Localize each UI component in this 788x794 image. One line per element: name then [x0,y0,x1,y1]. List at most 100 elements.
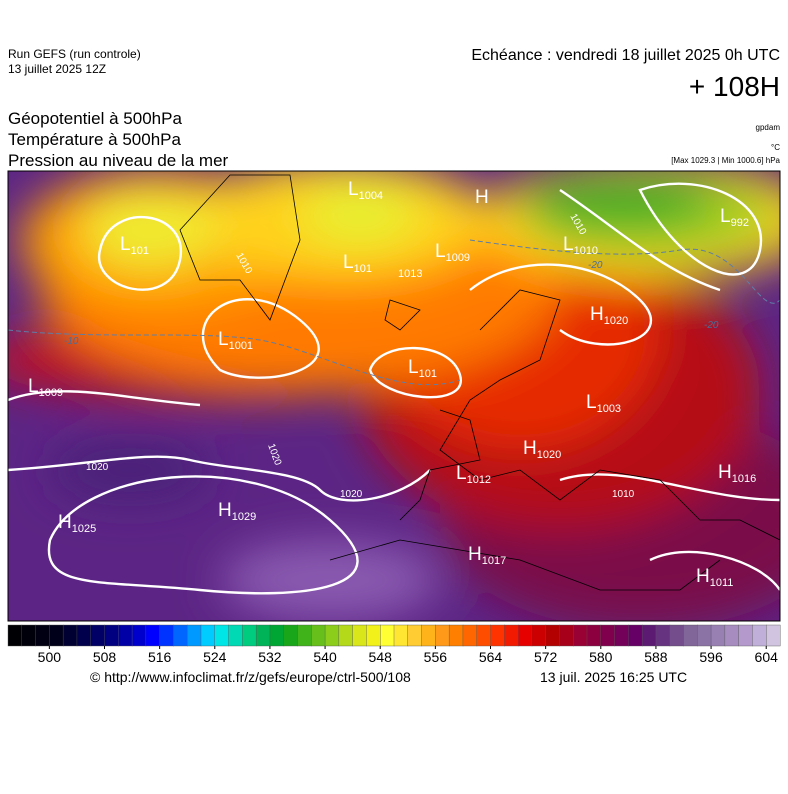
title-line: Pression au niveau de la mer [8,151,229,170]
colorbar-swatch [173,624,188,647]
colorbar-swatch [559,624,574,647]
center-value: 1029 [232,511,256,523]
colorbar-swatch [669,624,685,647]
pressure-center: H1020 [523,438,561,461]
pressure-center: L101 [408,357,437,380]
colorbar-swatch [697,624,712,647]
title-line: Géopotentiel à 500hPa [8,109,182,128]
center-letter: H [718,462,732,483]
center-letter: H [696,566,710,587]
map-frame [7,170,781,622]
pressure-center: H1011 [696,566,733,589]
pressure-center: L1010 [563,234,598,257]
pressure-center: H1020 [590,304,628,327]
isotherm-label: -10 [64,336,79,347]
colorbar-swatch [683,624,698,647]
center-value: 101 [419,368,437,380]
center-letter: H [590,304,604,325]
colorbar-swatch [255,624,271,647]
colorbar-swatch [600,624,616,647]
center-letter: L [120,234,131,255]
center-letter: L [408,357,419,378]
pressure-center: L1004 [348,179,383,202]
colorbar-swatch [283,624,299,647]
colorbar-swatch [545,624,560,647]
center-letter: L [435,241,446,262]
center-value: 101 [354,263,372,275]
unit-temp: °C [771,143,780,152]
center-letter: L [348,179,359,200]
colorbar-swatch [242,624,257,647]
colorbar-swatch [490,624,505,647]
source-url[interactable]: © http://www.infoclimat.fr/z/gefs/europe… [90,669,411,685]
colorbar-swatch [738,624,753,647]
isobar-label: 1020 [86,462,109,473]
colorbar-swatch [766,624,781,647]
colorbar-swatch [421,624,436,647]
title-line: Température à 500hPa [8,130,181,149]
isobar-label: 1010 [612,489,635,500]
colorbar: 500 508 516 524 532 540 548 556 564 572 580 588 596 6… [7,624,781,665]
colorbar-swatch [628,624,643,647]
colorbar-tick-label: 500 [38,649,62,665]
center-value: 1013 [398,268,422,280]
pressure-center: H [475,187,489,208]
colorbar-swatch [324,624,340,647]
colorbar-swatch [586,624,602,647]
run-date: 13 juillet 2025 12Z [8,62,106,76]
isotherm-label: -20 [588,260,603,271]
center-letter: L [28,376,39,397]
run-label: Run GEFS (run controle) [8,47,141,61]
colorbar-swatch [380,624,395,647]
pressure-center: H1025 [58,512,96,535]
center-letter: L [456,463,467,484]
center-value: 1025 [72,523,96,535]
colorbar-swatch [655,624,671,647]
center-value: 1020 [604,315,628,327]
colorbar-swatch [214,624,230,647]
colorbar-swatch [393,624,409,647]
map-field [8,171,780,621]
colorbar-swatch [338,624,354,647]
colorbar-swatch [76,624,92,647]
pressure-center: L1001 [218,329,253,352]
colorbar-tick-label: 604 [755,649,779,665]
colorbar-tick-label: 588 [644,649,668,665]
colorbar-tick-label: 524 [203,649,227,665]
isotherms [8,239,780,386]
unit-geo: gpdam [756,123,781,132]
colorbar-swatch [7,624,23,647]
pressure-center: L1003 [586,392,621,415]
pressure-center: L1009 [435,241,470,264]
colorbar-swatch [159,624,174,647]
colorbar-swatch [297,624,312,647]
center-value: 1020 [537,449,561,461]
colorbar-tick-label: 572 [534,649,558,665]
colorbar-swatch [311,624,326,647]
colorbar-swatch [504,624,519,647]
pressure-center: L101 [120,234,149,257]
colorbar-swatch [462,624,478,647]
colorbar-swatch [641,624,657,647]
colorbar-tick-label: 516 [148,649,172,665]
center-letter: H [218,500,232,521]
pressure-center: L1009 [28,376,63,399]
colorbar-tick-label: 596 [699,649,723,665]
center-letter: L [586,392,597,413]
center-value: 992 [731,217,749,229]
coastlines [179,174,780,591]
colorbar-tick-label: 532 [258,649,282,665]
center-letter: H [475,187,489,208]
center-value: 1009 [446,252,470,264]
center-value: 1003 [597,403,621,415]
colorbar-swatch [752,624,767,647]
pressure-center: L992 [720,206,749,229]
colorbar-swatch [90,624,106,647]
isotherm-label: -20 [704,320,719,331]
colorbar-swatch [200,624,216,647]
colorbar-tick-label: 564 [479,649,503,665]
colorbar-swatch [187,624,202,647]
colorbar-swatch [35,624,50,647]
colorbar-swatch [228,624,243,647]
center-value: 1010 [574,245,598,257]
